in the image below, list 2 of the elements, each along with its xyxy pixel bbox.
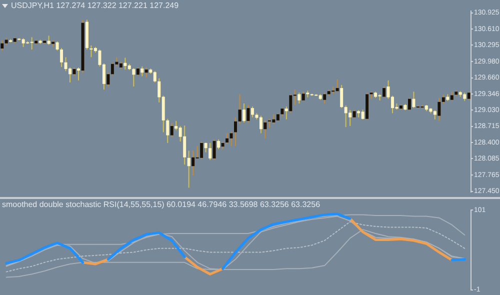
- chart-title: smoothed double stochastic RSI(14,55,55,15) 60.0194 46.7946 33.5698 63.3256 63.3256: [2, 200, 320, 209]
- chart-title: USDJPY,H1 127.274 127.322 127.221 127.249: [11, 1, 179, 10]
